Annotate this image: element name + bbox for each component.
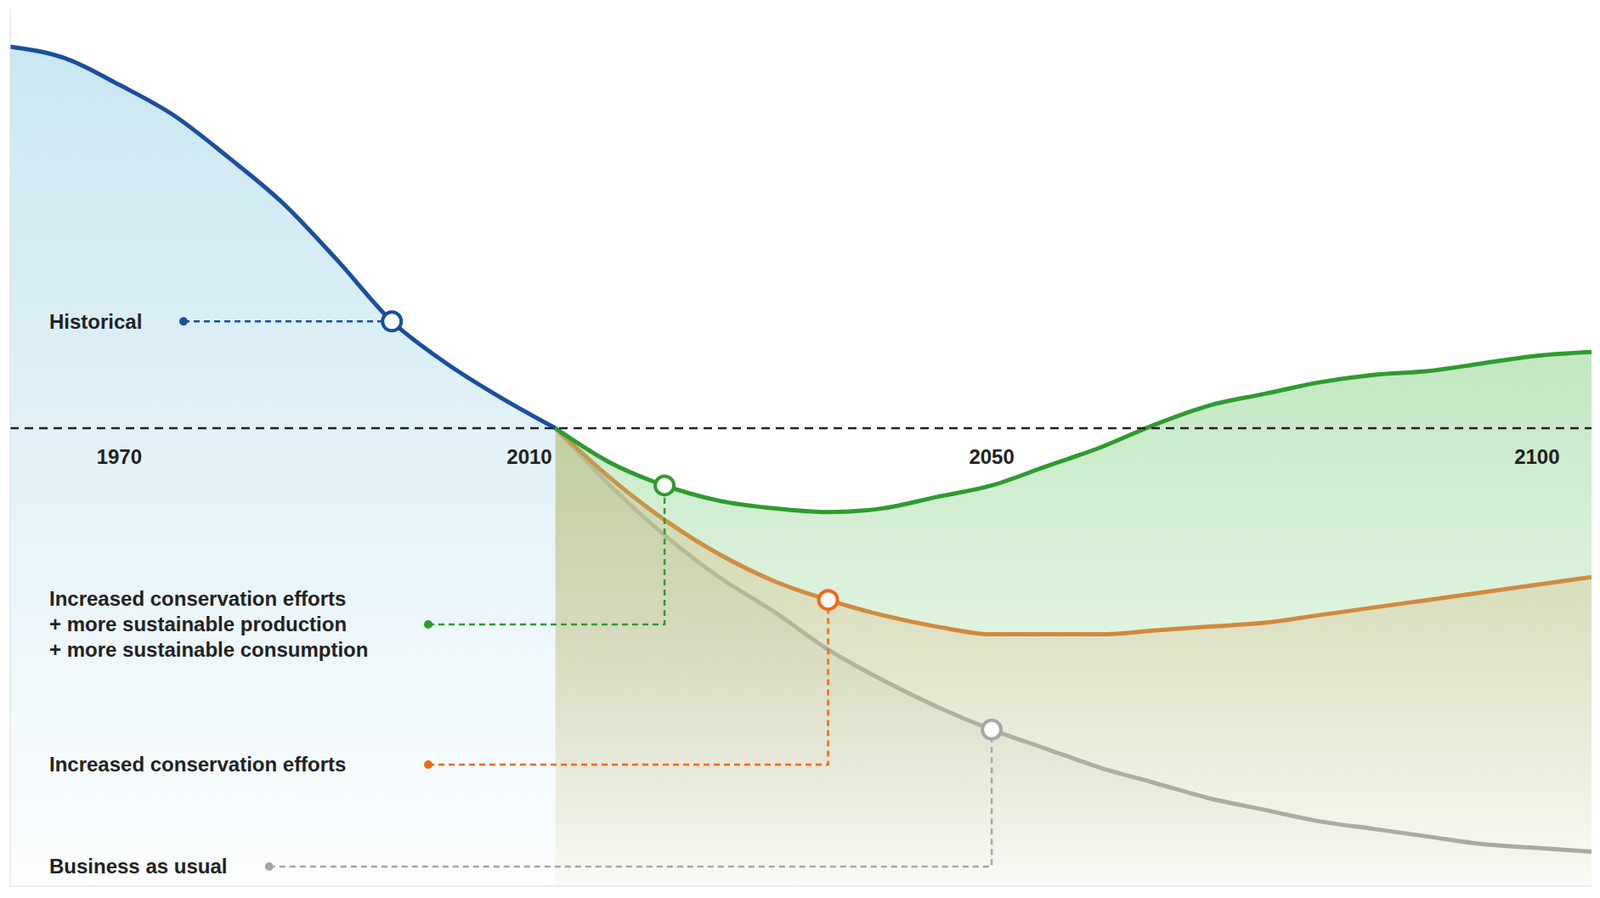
svg-text:2010: 2010 (506, 445, 552, 469)
svg-text:Increased conservation efforts: Increased conservation efforts (49, 587, 346, 611)
svg-text:+ more sustainable production: + more sustainable production (49, 612, 347, 636)
svg-text:Business as usual: Business as usual (49, 854, 227, 878)
svg-text:2050: 2050 (968, 445, 1014, 469)
svg-text:Increased conservation efforts: Increased conservation efforts (49, 752, 346, 776)
svg-text:2100: 2100 (1514, 445, 1560, 469)
svg-text:1970: 1970 (96, 445, 142, 469)
svg-text:Historical: Historical (49, 310, 142, 334)
svg-text:+ more sustainable consumption: + more sustainable consumption (49, 638, 368, 662)
